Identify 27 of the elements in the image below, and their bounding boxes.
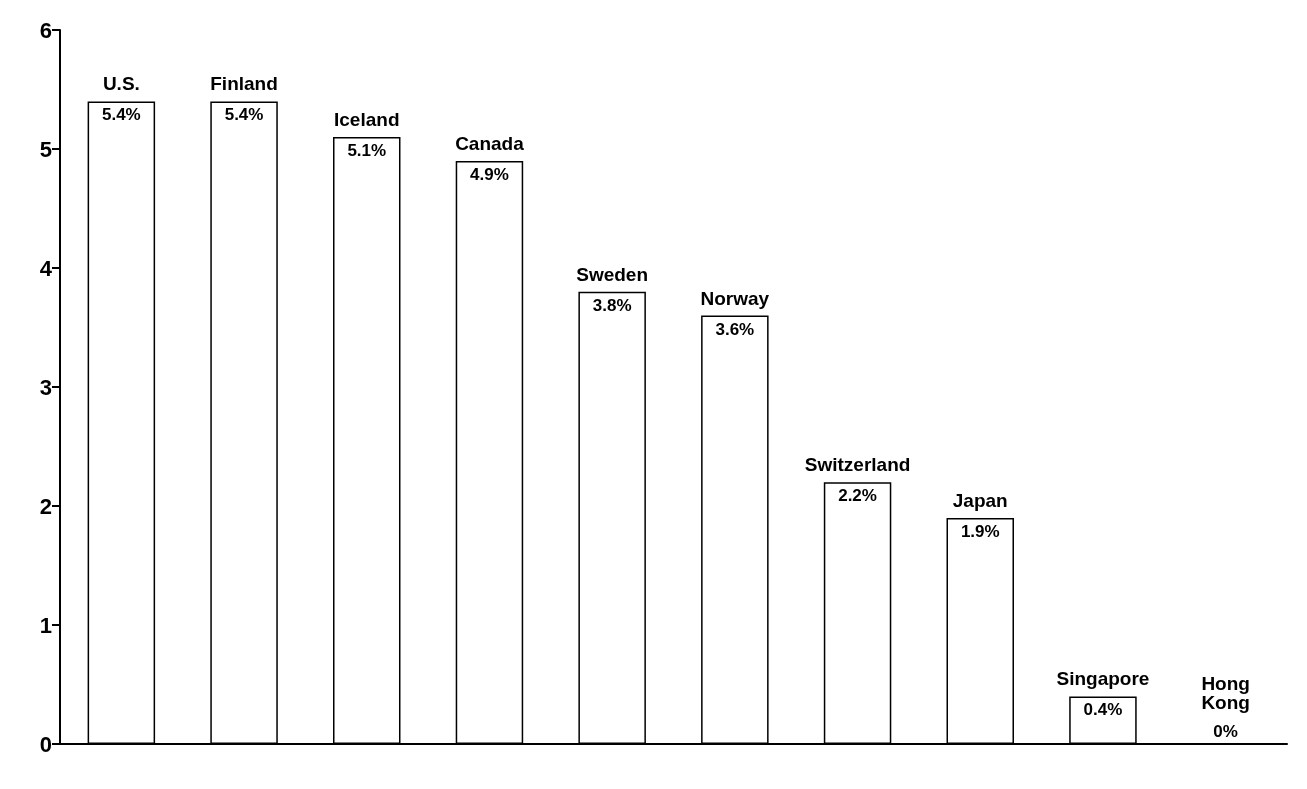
x-tick-label: Finland [210, 73, 278, 95]
x-tick-label: Singapore [1056, 668, 1150, 690]
y-tick-label: 5 [39, 136, 52, 162]
data-label: 3.8% [592, 295, 632, 315]
x-tick-label: Canada [455, 132, 525, 154]
x-tick-label: U.S. [102, 73, 140, 95]
y-tick-label: 1 [39, 612, 52, 638]
data-label: 5.4% [101, 105, 141, 125]
data-label: 0% [1213, 722, 1238, 741]
data-label: 3.6% [715, 319, 755, 339]
y-tick-label: 4 [39, 255, 53, 281]
x-tick-label: Iceland [334, 109, 400, 131]
x-tick-label: Sweden [576, 263, 649, 285]
y-tick-label: 0 [39, 731, 52, 757]
y-tick-label: 6 [39, 17, 52, 43]
x-tick-label: Switzerland [804, 454, 911, 476]
x-tick-label: Hong Kong [1201, 673, 1250, 713]
data-label: 5.1% [347, 141, 387, 161]
data-label: 5.4% [224, 105, 264, 125]
data-label: 4.9% [470, 164, 509, 184]
y-tick-label: 2 [39, 493, 52, 519]
data-label: 1.9% [960, 521, 1000, 541]
x-tick-label: Japan [952, 489, 1008, 511]
y-tick-label: 3 [39, 374, 52, 400]
x-tick-label: Norway [700, 287, 770, 309]
data-label: 0.4% [1083, 700, 1123, 720]
data-label: 2.2% [838, 486, 877, 506]
